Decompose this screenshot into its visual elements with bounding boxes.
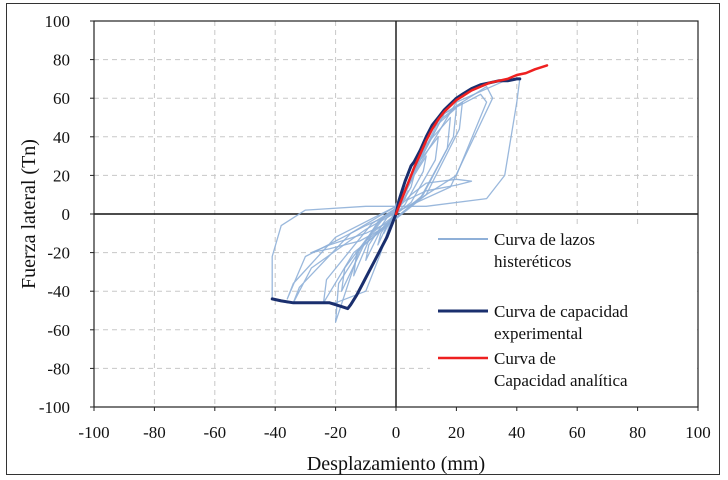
x-tick-label: 20 [448,423,465,442]
hysteresis-loop [310,217,397,254]
y-tick-label: -20 [47,244,70,263]
legend-label: Curva de lazos [494,230,595,249]
legend: Curva de lazos histeréticos Curva de capac… [430,226,696,404]
y-tick-label: -100 [39,398,70,417]
y-tick-label: -60 [47,321,70,340]
plot-border [93,20,699,408]
x-axis-title: Desplazamiento (mm) [307,453,485,475]
series-analytical-capacity [394,64,549,216]
legend-label: experimental [494,324,583,343]
y-tick-label: 60 [53,89,70,108]
y-tick-label: 100 [45,12,71,31]
legend-label: Capacidad analítica [494,371,628,390]
x-tick-label: -40 [264,423,287,442]
x-tick-label: -100 [78,423,109,442]
x-tick-label: -20 [324,423,347,442]
y-tick-label: 0 [62,205,71,224]
tick-labels: -100 -80 -60 -40 -20 0 20 40 60 80 100 -100 -80 -60 -4… [39,12,711,442]
legend-label: Curva de [494,349,556,368]
hysteresis-loop [395,178,473,211]
y-axis-title: Fuerza lateral (Tn) [18,139,40,289]
legend-box [430,226,696,404]
hysteresis-loop [292,93,488,304]
series-layer [270,64,549,323]
y-tick-label: -40 [47,282,70,301]
y-tick-label: 20 [53,166,70,185]
x-tick-label: 100 [685,423,711,442]
y-tick-label: -80 [47,359,70,378]
y-tick-label: 80 [53,51,70,70]
legend-label: Curva de capacidad [494,302,629,321]
x-tick-label: -60 [203,423,226,442]
x-tick-label: 80 [629,423,646,442]
x-tick-label: 0 [392,423,401,442]
x-tick-label: -80 [143,423,166,442]
y-tick-label: 40 [53,128,70,147]
x-tick-label: 60 [569,423,586,442]
x-tick-label: 40 [508,423,525,442]
series-experimental-capacity [270,77,522,311]
legend-label: histeréticos [494,252,571,271]
